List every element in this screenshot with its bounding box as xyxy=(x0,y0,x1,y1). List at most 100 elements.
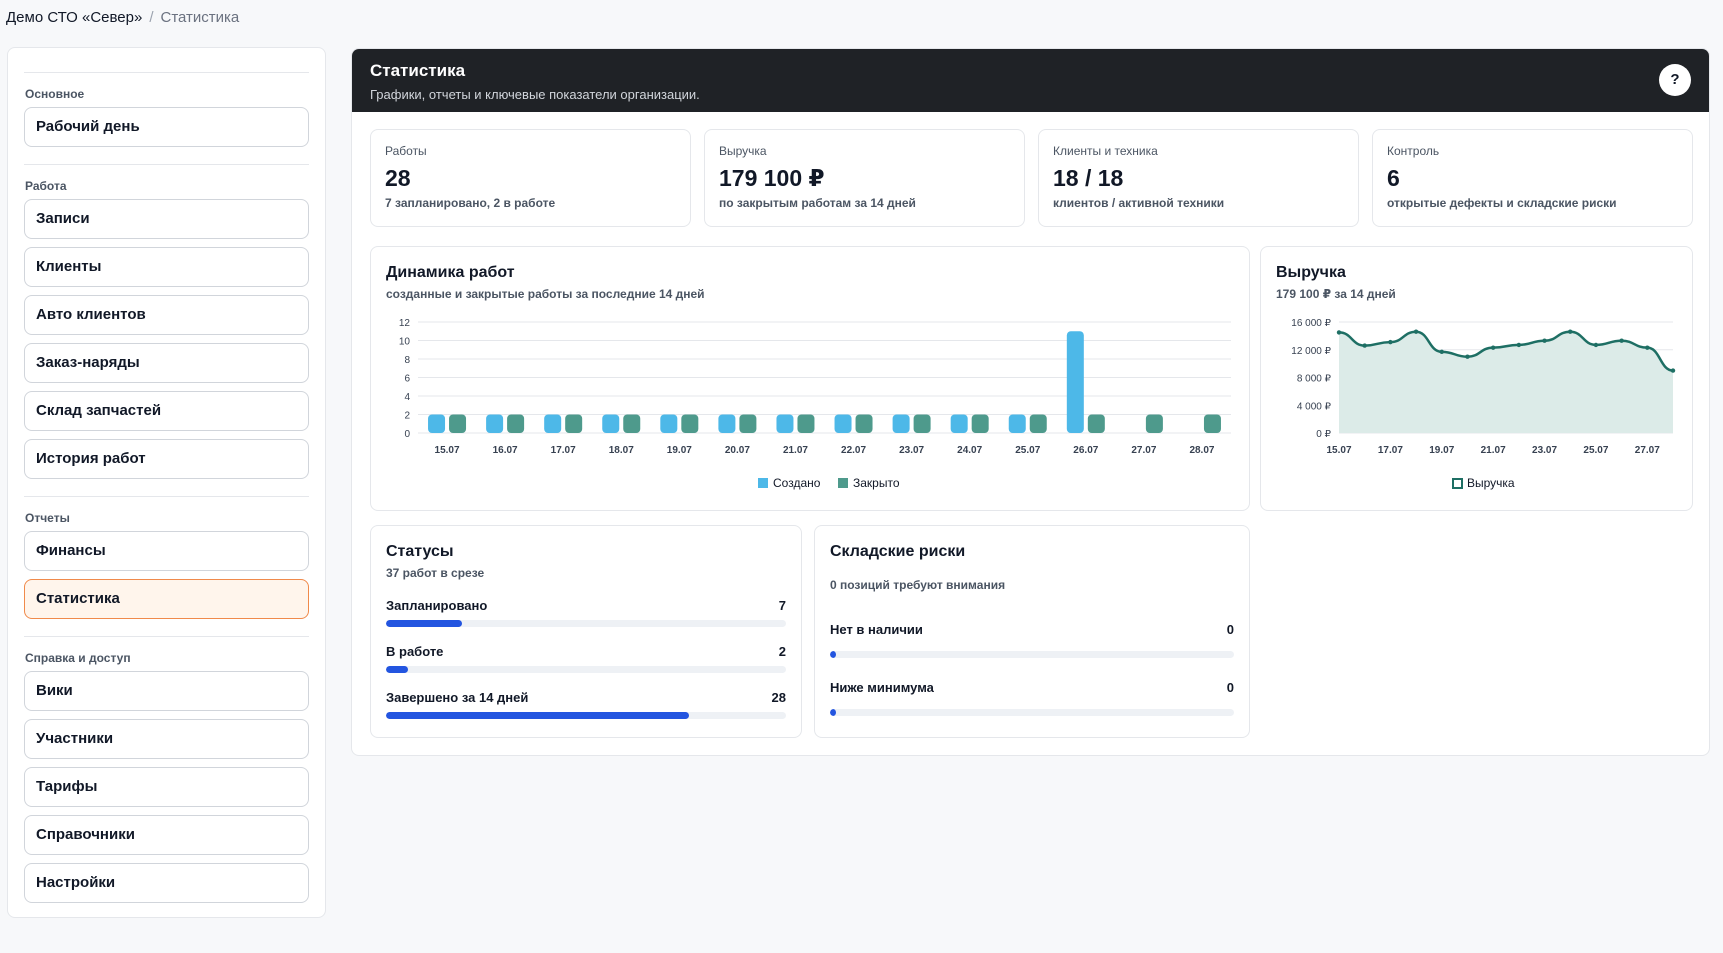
sidebar-divider xyxy=(24,164,309,165)
statistics-panel: Статистика Графики, отчеты и ключевые по… xyxy=(351,48,1710,756)
status-row-completed: Завершено за 14 дней 28 xyxy=(386,690,786,719)
stock-row-below-minimum: Ниже минимума 0 xyxy=(830,680,1234,716)
revenue-point xyxy=(1490,345,1496,350)
status-progress-track xyxy=(386,620,786,627)
kpi-sub: клиентов / активной техники xyxy=(1053,196,1225,210)
bar-closed xyxy=(913,414,931,433)
status-progress-fill xyxy=(386,712,689,719)
x-tick-label: 23.07 xyxy=(899,445,924,456)
statuses-card: Статусы 37 работ в срезе Запланировано 7 … xyxy=(370,525,802,738)
sidebar-item-parts-warehouse[interactable]: Склад запчастей xyxy=(24,391,309,431)
breadcrumb: Демо СТО «Север» / Статистика xyxy=(6,9,239,26)
bar-closed xyxy=(507,414,525,433)
bar-closed xyxy=(739,414,757,433)
kpi-label: Работы xyxy=(385,144,427,158)
sidebar-item-finance[interactable]: Финансы xyxy=(24,531,309,571)
x-tick-label: 28.07 xyxy=(1189,445,1214,456)
sidebar-item-settings[interactable]: Настройки xyxy=(24,863,309,903)
revenue-point xyxy=(1465,354,1470,359)
x-tick-label: 24.07 xyxy=(957,445,982,456)
breadcrumb-separator: / xyxy=(149,9,154,26)
page-header: Статистика Графики, отчеты и ключевые по… xyxy=(352,49,1709,112)
sidebar-item-tariffs[interactable]: Тарифы xyxy=(24,767,309,807)
stock-label: Ниже минимума xyxy=(830,680,934,695)
bar-closed xyxy=(1087,414,1105,433)
bar-created xyxy=(1066,331,1084,433)
bar-closed xyxy=(623,414,641,433)
status-count: 7 xyxy=(778,598,786,613)
y-tick-label: 6 xyxy=(404,374,410,385)
sidebar-item-appointments[interactable]: Записи xyxy=(24,199,309,239)
sidebar-divider xyxy=(24,636,309,637)
works-chart-subtitle: созданные и закрытые работы за последние… xyxy=(386,287,705,301)
stock-count: 0 xyxy=(1226,680,1234,695)
x-tick-label: 17.07 xyxy=(1378,445,1403,456)
x-tick-label: 15.07 xyxy=(1326,445,1351,456)
kpi-label: Выручка xyxy=(719,144,767,158)
x-tick-label: 27.07 xyxy=(1131,445,1156,456)
y-tick-label: 4 xyxy=(404,392,410,403)
sidebar-item-wiki[interactable]: Вики xyxy=(24,671,309,711)
status-progress-fill xyxy=(386,666,408,673)
bar-closed xyxy=(681,414,699,433)
statuses-title: Статусы xyxy=(386,543,454,560)
sidebar-section-title: Основное xyxy=(25,87,85,101)
sidebar-section-title: Отчеты xyxy=(25,511,70,525)
sidebar-section-title: Справка и доступ xyxy=(25,651,131,665)
works-chart-title: Динамика работ xyxy=(386,264,515,281)
help-button[interactable]: ? xyxy=(1659,64,1691,96)
kpi-sub: открытые дефекты и складские риски xyxy=(1387,196,1617,210)
revenue-chart-title: Выручка xyxy=(1276,264,1346,281)
status-label: В работе xyxy=(386,644,444,659)
sidebar-item-workday[interactable]: Рабочий день xyxy=(24,107,309,147)
bar-closed xyxy=(1029,414,1047,433)
x-tick-label: 19.07 xyxy=(667,445,692,456)
status-row-planned: Запланировано 7 xyxy=(386,598,786,627)
breadcrumb-root[interactable]: Демо СТО «Север» xyxy=(6,9,143,26)
y-tick-label: 12 xyxy=(399,318,411,329)
y-tick-label: 16 000 ₽ xyxy=(1291,318,1331,329)
revenue-area xyxy=(1339,331,1673,433)
status-count: 2 xyxy=(778,644,786,659)
bar-created xyxy=(660,414,678,433)
status-progress-track xyxy=(386,712,786,719)
status-progress-track xyxy=(386,666,786,673)
sidebar-item-clients[interactable]: Клиенты xyxy=(24,247,309,287)
sidebar-item-work-history[interactable]: История работ xyxy=(24,439,309,479)
status-progress-fill xyxy=(386,620,462,627)
kpi-card-works: Работы 28 7 запланировано, 2 в работе xyxy=(370,129,691,227)
x-tick-label: 25.07 xyxy=(1015,445,1040,456)
sidebar-item-client-cars[interactable]: Авто клиентов xyxy=(24,295,309,335)
y-tick-label: 0 ₽ xyxy=(1316,429,1331,440)
revenue-point xyxy=(1516,342,1522,348)
bar-created xyxy=(544,414,562,433)
bar-created xyxy=(1008,414,1026,433)
revenue-point xyxy=(1568,329,1573,334)
breadcrumb-current: Статистика xyxy=(160,9,240,26)
stock-risks-title: Складские риски xyxy=(830,543,966,560)
sidebar-divider xyxy=(24,72,309,73)
sidebar-item-statistics[interactable]: Статистика xyxy=(24,579,309,619)
kpi-value: 6 xyxy=(1387,165,1400,191)
legend-label: Закрыто xyxy=(853,476,900,490)
y-tick-label: 2 xyxy=(404,411,410,422)
sidebar-item-work-orders[interactable]: Заказ-наряды xyxy=(24,343,309,383)
works-chart: 0 2 4 6 8 10 12 15.07 16.07 17.07 18.07 19.07 20.07 2… xyxy=(399,318,1231,490)
x-tick-label: 21.07 xyxy=(783,445,808,456)
bar-created xyxy=(602,414,620,433)
legend-label: Создано xyxy=(773,476,821,490)
stock-risks-subtitle: 0 позиций требуют внимания xyxy=(830,578,1006,592)
kpi-value: 179 100 ₽ xyxy=(719,165,825,191)
x-tick-label: 25.07 xyxy=(1583,445,1608,456)
sidebar-item-dictionaries[interactable]: Справочники xyxy=(24,815,309,855)
stock-progress-track xyxy=(830,709,1234,716)
works-chart-card: Динамика работ созданные и закрытые рабо… xyxy=(370,246,1250,511)
sidebar-section-title: Работа xyxy=(25,179,67,193)
sidebar: Основное Рабочий день Работа Записи Клие… xyxy=(7,47,326,918)
x-tick-label: 22.07 xyxy=(841,445,866,456)
status-label: Завершено за 14 дней xyxy=(386,690,529,705)
legend-label: Выручка xyxy=(1467,476,1515,490)
status-count: 28 xyxy=(771,690,786,705)
legend-swatch xyxy=(838,478,848,488)
sidebar-item-members[interactable]: Участники xyxy=(24,719,309,759)
